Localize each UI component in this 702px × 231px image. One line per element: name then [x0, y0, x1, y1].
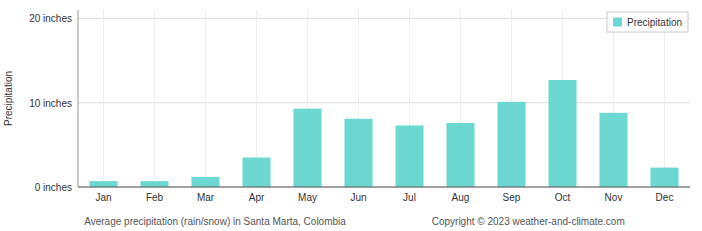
y-tick-label: 0 inches: [35, 182, 72, 193]
x-tick-label: Apr: [249, 192, 265, 203]
y-grid-line: [78, 102, 690, 103]
x-tick-label: Jun: [350, 192, 366, 203]
footer-note: Average precipitation (rain/snow) in San…: [84, 216, 346, 227]
x-axis-line: [78, 187, 690, 188]
bar: [497, 102, 525, 187]
x-grid-line: [103, 10, 104, 187]
bar: [650, 168, 678, 187]
bar: [599, 113, 627, 187]
x-grid-line: [664, 10, 665, 187]
legend: Precipitation: [607, 12, 688, 32]
footer-note: Copyright © 2023 weather-and-climate.com: [432, 216, 625, 227]
y-axis-line: [78, 10, 79, 187]
bars: [89, 80, 678, 187]
y-tick-label: 20 inches: [29, 13, 72, 24]
x-tick-label: Aug: [452, 192, 470, 203]
bar: [191, 177, 219, 187]
bar: [446, 123, 474, 187]
y-tick-label: 10 inches: [29, 98, 72, 109]
chart-container: 0 inches 10 inches 20 inches Jan Feb Mar Apr Ma…: [0, 0, 702, 231]
x-tick-label: Jan: [95, 192, 111, 203]
x-tick-label: Sep: [503, 192, 521, 203]
x-tick-label: Feb: [146, 192, 164, 203]
grid: [78, 10, 690, 187]
x-tick-label: Dec: [656, 192, 674, 203]
x-tick-label: Mar: [197, 192, 215, 203]
x-tick-label: May: [298, 192, 317, 203]
bar: [548, 80, 576, 187]
y-axis-label: Precipitation: [3, 71, 14, 126]
bar: [242, 158, 270, 188]
y-grid-line: [78, 18, 690, 19]
chart: 0 inches 10 inches 20 inches Jan Feb Mar Apr Ma…: [0, 0, 702, 231]
bar: [89, 181, 117, 187]
legend-swatch: [613, 18, 622, 27]
y-grid-line: [78, 187, 690, 188]
x-tick-label: Jul: [403, 192, 416, 203]
bar: [293, 109, 321, 187]
bar: [140, 181, 168, 187]
x-tick-label: Nov: [605, 192, 623, 203]
bar: [395, 125, 423, 187]
x-grid-line: [154, 10, 155, 187]
x-tick-label: Oct: [555, 192, 571, 203]
x-grid-line: [205, 10, 206, 187]
bar: [344, 119, 372, 187]
legend-box: [607, 12, 688, 32]
legend-label: Precipitation: [627, 17, 682, 28]
